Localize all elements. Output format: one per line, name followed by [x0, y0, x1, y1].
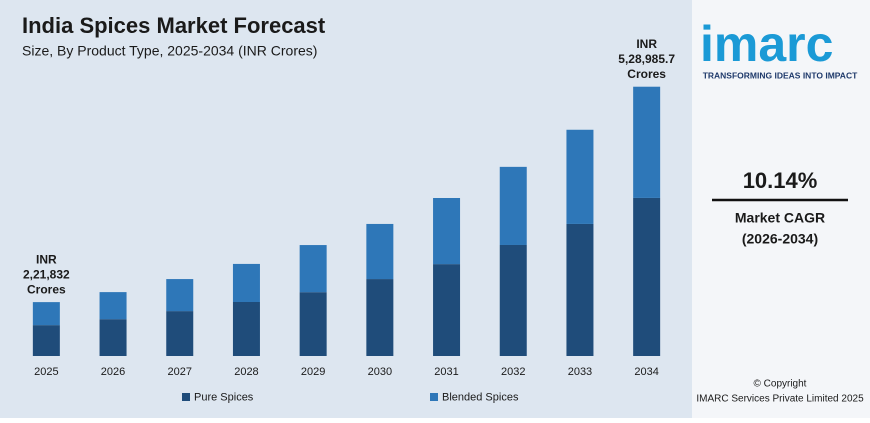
- bar-segment: [299, 245, 327, 293]
- x-tick-label: 2034: [634, 366, 658, 378]
- annotation: INR: [636, 37, 657, 51]
- x-tick-label: 2025: [34, 366, 58, 378]
- annotation: Crores: [27, 282, 66, 296]
- x-tick-label: 2031: [434, 366, 458, 378]
- bar-segment: [99, 319, 127, 356]
- x-tick-label: 2029: [301, 366, 325, 378]
- bar-segment: [32, 325, 60, 356]
- bar-segment: [232, 263, 260, 302]
- annotation: 2,21,832: [23, 267, 70, 281]
- cagr-label: Market CAGR: [735, 210, 825, 226]
- company: IMARC Services Private Limited 2025: [696, 394, 864, 405]
- chart-title: India Spices Market Forecast: [22, 13, 326, 38]
- bar-segment: [566, 223, 594, 356]
- x-tick-label: 2026: [101, 366, 125, 378]
- bar-segment: [366, 223, 394, 280]
- annotation: Crores: [627, 67, 666, 81]
- cagr-period: (2026-2034): [742, 231, 818, 247]
- annotation: 5,28,985.7: [618, 52, 675, 66]
- legend-swatch: [182, 393, 190, 401]
- bar-segment: [433, 197, 461, 265]
- cagr-value: 10.14%: [743, 168, 818, 193]
- tagline: TRANSFORMING IDEAS INTO IMPACT: [703, 70, 858, 80]
- bar-segment: [166, 311, 194, 356]
- annotation: INR: [36, 252, 57, 266]
- x-tick-label: 2032: [501, 366, 525, 378]
- bar-segment: [99, 292, 127, 320]
- legend-label: Pure Spices: [194, 391, 254, 403]
- legend-label: Blended Spices: [442, 391, 519, 403]
- copyright: © Copyright: [754, 379, 807, 390]
- bar-segment: [232, 302, 260, 356]
- sidebar-background: [692, 0, 870, 418]
- x-tick-label: 2027: [168, 366, 192, 378]
- legend-swatch: [430, 393, 438, 401]
- bar-segment: [499, 166, 527, 245]
- bar-segment: [32, 302, 60, 326]
- x-tick-label: 2033: [568, 366, 592, 378]
- bar-segment: [633, 197, 661, 356]
- chart-subtitle: Size, By Product Type, 2025-2034 (INR Cr…: [22, 43, 317, 59]
- bar-segment: [299, 292, 327, 356]
- x-tick-label: 2028: [234, 366, 258, 378]
- x-tick-label: 2030: [368, 366, 392, 378]
- logo: imarc: [700, 16, 833, 72]
- bar-segment: [566, 129, 594, 224]
- bar-segment: [433, 264, 461, 356]
- bar-segment: [366, 279, 394, 356]
- bar-segment: [499, 244, 527, 356]
- bar-segment: [166, 279, 194, 312]
- bar-segment: [633, 86, 661, 198]
